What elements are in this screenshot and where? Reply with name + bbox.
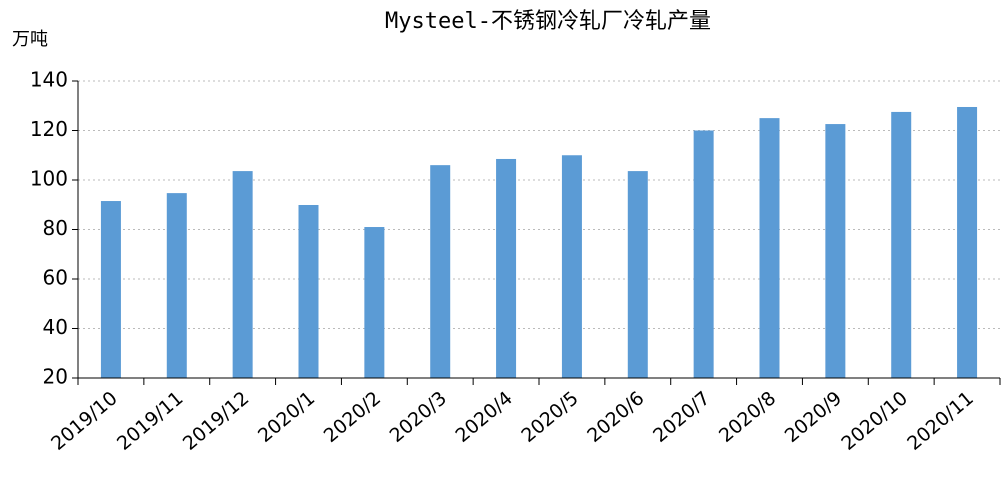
bar <box>957 106 978 379</box>
x-tick-label: 2020/5 <box>517 387 582 447</box>
x-tick-label: 2020/4 <box>451 387 516 447</box>
x-tick-label: 2019/12 <box>179 387 254 455</box>
y-axis-label: 万吨 <box>12 29 48 50</box>
bar <box>496 158 517 378</box>
y-tick-label: 20 <box>43 365 68 389</box>
bar <box>430 165 451 378</box>
x-tick-label: 2020/2 <box>320 387 385 447</box>
y-tick-label: 60 <box>43 266 68 290</box>
x-tick-label: 2020/8 <box>715 387 780 447</box>
x-tick-label: 2019/11 <box>113 387 188 455</box>
bar <box>561 155 582 378</box>
x-tick-label: 2020/7 <box>649 387 714 447</box>
bar <box>693 130 714 378</box>
bar <box>232 171 253 378</box>
y-tick-label: 100 <box>30 167 68 191</box>
chart-title: Mysteel-不锈钢冷轧厂冷轧产量 <box>385 9 711 34</box>
x-tick-label: 2020/11 <box>903 387 978 455</box>
bar <box>364 227 385 378</box>
x-tick-label: 2020/3 <box>386 387 451 447</box>
bar <box>100 201 121 378</box>
x-tick-label: 2020/10 <box>837 387 912 455</box>
y-tick-label: 120 <box>30 117 68 141</box>
x-tick-label: 2020/6 <box>583 387 648 447</box>
bar <box>825 124 846 378</box>
bar <box>298 204 319 378</box>
x-tick-label: 2020/1 <box>254 387 319 447</box>
y-tick-label: 140 <box>30 68 68 92</box>
bar <box>166 193 187 378</box>
bar <box>891 111 912 378</box>
bar <box>759 118 780 378</box>
y-tick-label: 80 <box>43 216 68 240</box>
bar <box>627 171 648 378</box>
y-tick-label: 40 <box>43 315 68 339</box>
x-tick-label: 2019/10 <box>47 387 122 455</box>
